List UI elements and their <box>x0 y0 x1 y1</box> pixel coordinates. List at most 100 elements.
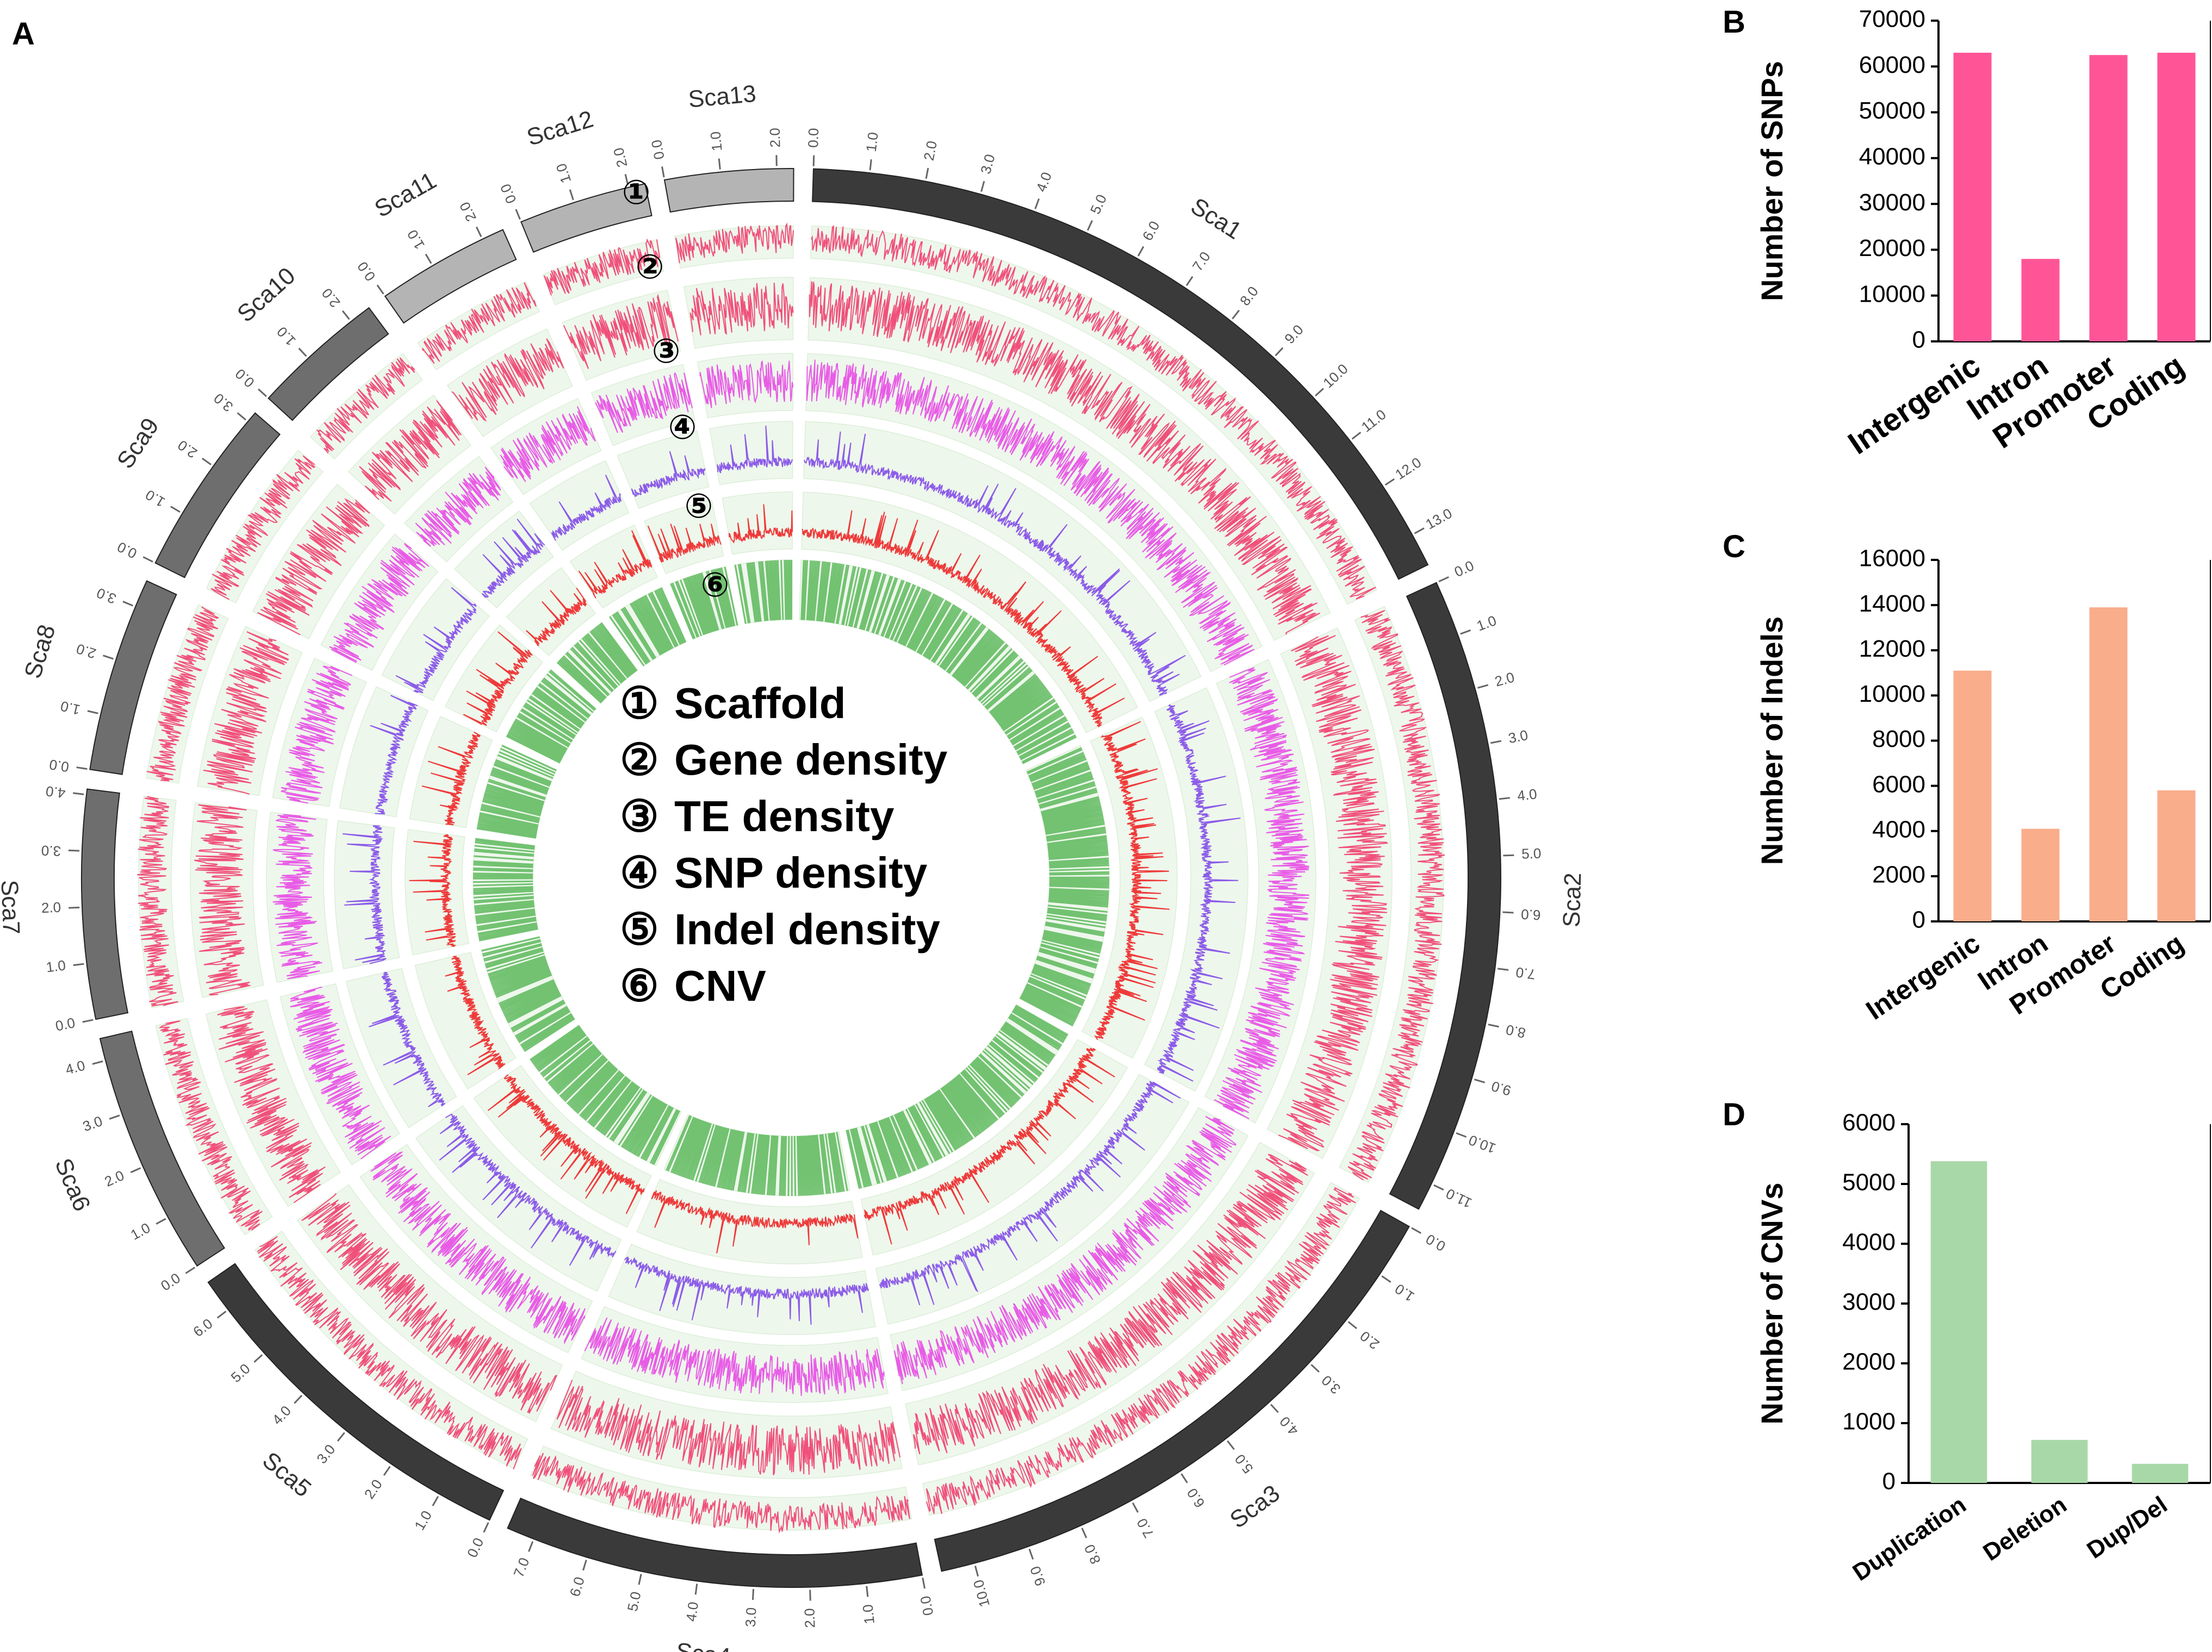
scaffold-label: Sca9 <box>112 413 164 473</box>
y-tick-label: 1000 <box>1842 1408 1896 1435</box>
scaffold-tick <box>142 556 153 563</box>
scaffold-tick-label: 10.0 <box>1467 1132 1498 1157</box>
scaffold-tick <box>1275 347 1284 357</box>
track-background <box>381 578 490 701</box>
scaffold-tick-label: 3.0 <box>742 1607 760 1628</box>
scaffold-tick-label: 0.0 <box>1423 1231 1448 1255</box>
density-track-1 <box>158 1020 263 1231</box>
scaffold-label: Sca12 <box>524 105 597 151</box>
scaffold-tick <box>515 209 521 220</box>
track-background <box>922 1182 1360 1516</box>
track-background <box>529 460 630 551</box>
density-track-2 <box>203 631 289 795</box>
scaffold-tick <box>1384 478 1395 486</box>
bar-intergenic <box>1953 53 1992 341</box>
scaffold-tick <box>809 1589 811 1601</box>
track-marker-5: ⑤ <box>685 486 713 526</box>
panel-letter-a: A <box>12 16 35 52</box>
scaffold-tick <box>925 167 929 179</box>
scaffold-tick-label: 13.0 <box>1423 505 1455 533</box>
scaffold-tick-label: 4.0 <box>269 1402 294 1428</box>
scaffold-label: Sca4 <box>675 1638 732 1652</box>
scaffold-tick-label: 3.0 <box>41 843 61 859</box>
scaffold-arc <box>520 183 653 253</box>
legend-label-1: Scaffold <box>674 679 846 727</box>
scaffold-tick <box>1411 1227 1422 1234</box>
density-track-2 <box>809 281 1320 635</box>
track-background <box>279 983 401 1165</box>
scaffold-tick <box>432 1496 439 1506</box>
scaffold-tick-label: 5.0 <box>228 1360 253 1385</box>
scaffold-tick <box>73 963 84 967</box>
scaffold-tick-label: 2.0 <box>41 899 61 916</box>
scaffold-arc <box>99 1030 226 1267</box>
density-track-2 <box>689 283 794 335</box>
track-background <box>803 421 1202 702</box>
density-track-5 <box>728 504 793 544</box>
scaffold-tick <box>1477 684 1489 689</box>
density-track-4 <box>395 587 477 694</box>
density-track-2 <box>451 338 564 422</box>
cnv-track <box>481 936 575 1052</box>
scaffold-tick <box>1034 198 1040 209</box>
density-track-1 <box>146 606 220 782</box>
legend-symbol-4: ④ <box>620 849 659 897</box>
scaffold-tick-label: 0.0 <box>805 128 822 148</box>
y-tick-label: 6000 <box>1872 771 1925 797</box>
y-tick-label: 40000 <box>1859 143 1925 170</box>
density-track-3 <box>806 359 1255 666</box>
density-track-4 <box>631 451 706 497</box>
density-track-3 <box>272 814 322 980</box>
scaffold-tick-label: 0.0 <box>1452 557 1476 580</box>
scaffold-tick-label: 3.0 <box>94 585 119 608</box>
legend-label-5: Indel density <box>674 905 940 953</box>
track-background <box>860 1039 1128 1256</box>
scaffold-tick <box>1270 1404 1279 1413</box>
density-track-1 <box>137 796 178 1007</box>
bar-dupdel <box>2132 1463 2189 1483</box>
scaffold-tick <box>638 1574 642 1585</box>
legend-symbol-6: ⑥ <box>620 962 659 1010</box>
scaffold-tick-label: 2.0 <box>361 1476 386 1502</box>
density-track-4 <box>368 972 446 1107</box>
density-track-4 <box>370 695 418 815</box>
bar-intron <box>2021 828 2060 921</box>
cnv-track <box>1019 747 1110 1027</box>
y-tick-label: 8000 <box>1872 726 1925 752</box>
cnv-track <box>506 669 597 764</box>
scaffold-tick <box>76 766 88 770</box>
scaffold-tick <box>170 506 181 513</box>
scaffold-tick-label: 1.0 <box>411 1508 435 1533</box>
density-track-2 <box>913 1154 1308 1455</box>
scaffold-tick-label: 9.0 <box>1281 321 1307 347</box>
scaffold-arc <box>81 788 129 1020</box>
scaffold-tick-label: 6.0 <box>1184 1485 1208 1511</box>
density-track-1 <box>532 1452 910 1534</box>
scaffold-tick <box>1474 1079 1486 1083</box>
scaffold-tick-label: 4.0 <box>64 1057 87 1077</box>
cnv-track <box>846 1005 1068 1189</box>
density-track-4 <box>551 475 622 541</box>
density-track-5 <box>801 510 1125 728</box>
y-axis-label: Number of SNPs <box>1755 61 1789 301</box>
y-tick-label: 0 <box>1912 907 1925 933</box>
scaffold-tick <box>1414 527 1425 534</box>
scaffold-tick <box>1456 1132 1467 1138</box>
density-track-1 <box>543 238 661 296</box>
scaffold-tick-label: 2.0 <box>801 1608 818 1628</box>
scaffold-tick-label: 5.0 <box>1521 845 1542 862</box>
scaffold-tick <box>1227 1440 1235 1450</box>
track-background <box>1144 687 1248 1092</box>
y-tick-label: 0 <box>1912 327 1925 353</box>
track-background <box>608 1243 876 1335</box>
scaffold-tick-label: 0.0 <box>115 539 140 562</box>
scaffold-tick <box>1438 576 1449 583</box>
scaffold-tick <box>528 1541 534 1552</box>
density-track-3 <box>370 1151 586 1345</box>
scaffold-tick <box>1028 1549 1034 1560</box>
scaffold-tick <box>87 710 98 714</box>
scaffold-tick-label: 4.0 <box>1517 786 1538 804</box>
scaffold-tick-label: 9.0 <box>1489 1078 1513 1099</box>
scaffold-tick <box>980 180 985 192</box>
scaffold-tick <box>1185 276 1194 286</box>
